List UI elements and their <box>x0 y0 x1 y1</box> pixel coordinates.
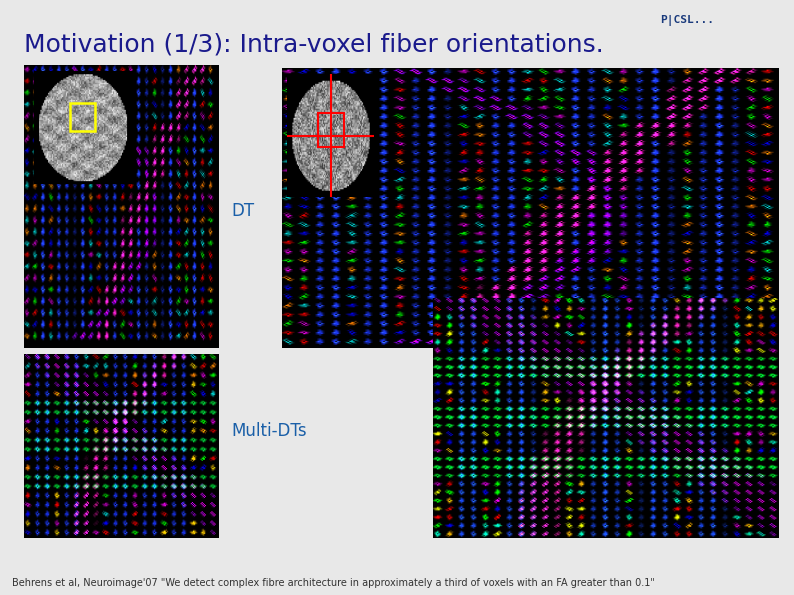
Text: Motivation (1/3): Intra-voxel fiber orientations.: Motivation (1/3): Intra-voxel fiber orie… <box>24 33 603 57</box>
Text: Multi-DTs: Multi-DTs <box>232 422 307 440</box>
Text: Behrens et al, Neuroimage'07 "We detect complex fibre architecture in approximat: Behrens et al, Neuroimage'07 "We detect … <box>12 578 655 588</box>
Text: DT: DT <box>232 202 255 220</box>
Text: P|CSL...: P|CSL... <box>660 15 714 26</box>
